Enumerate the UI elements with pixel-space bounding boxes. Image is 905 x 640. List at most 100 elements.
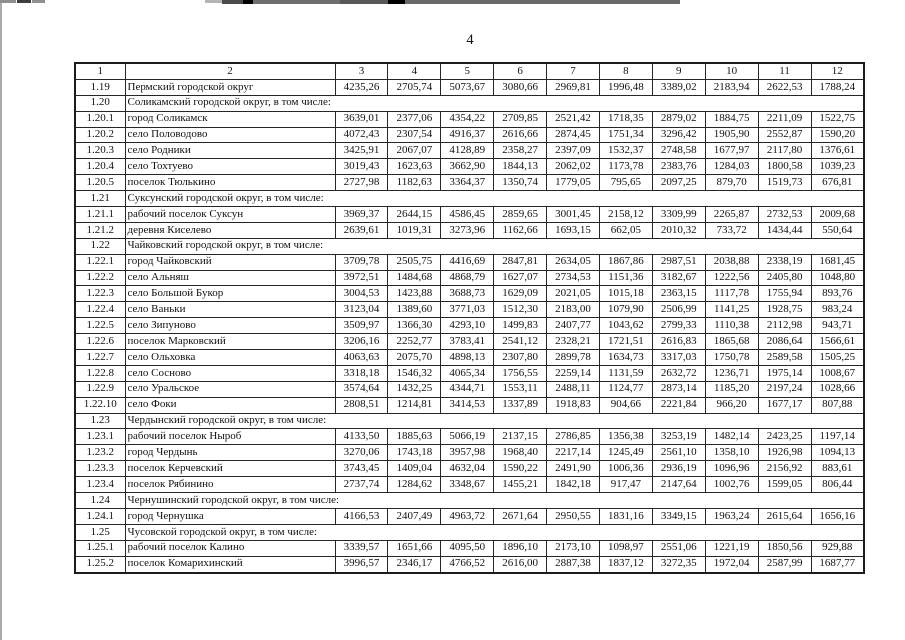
value-cell: 3206,16 (334, 333, 389, 351)
value-cell: 2252,77 (387, 333, 442, 351)
value-cell: 2887,38 (546, 555, 600, 574)
row-id-cell: 1.22.7 (74, 349, 126, 366)
value-cell: 1006,36 (598, 460, 653, 478)
value-cell: 1484,68 (387, 269, 442, 287)
value-cell: 1221,19 (704, 539, 759, 557)
value-cell: 1800,58 (757, 158, 812, 176)
value-cell: 1546,32 (387, 364, 442, 382)
value-cell: 1627,07 (493, 269, 548, 287)
value-cell: 676,81 (810, 174, 865, 192)
table-row: 1.21.1 рабочий поселок Суксун 3969,37 2644,… (74, 206, 865, 223)
column-header: 4 (387, 62, 442, 80)
row-id-cell: 1.22.1 (74, 253, 126, 271)
value-cell: 795,65 (598, 174, 653, 192)
table-row: 1.25.2 поселок Комарихинский 3996,57 2346,1… (74, 555, 865, 574)
row-id-cell: 1.24.1 (74, 507, 126, 525)
value-cell: 2644,15 (387, 206, 442, 223)
value-cell: 3080,66 (493, 78, 548, 96)
table-row: 1.20.4 село Тохтуево 3019,43 1623,63 3662,90… (74, 158, 865, 176)
value-cell: 4898,13 (440, 349, 495, 366)
value-cell: 2705,74 (387, 78, 442, 96)
table-row: 1.23.2 город Чердынь 3270,06 1743,18 3957,98… (74, 444, 865, 462)
value-cell: 1718,35 (598, 110, 653, 128)
value-cell: 1376,61 (810, 142, 865, 160)
value-cell: 3688,73 (440, 285, 495, 303)
value-cell: 2671,64 (493, 507, 548, 525)
scan-artifact-top-bar (253, 0, 340, 4)
value-cell: 1214,81 (387, 396, 442, 414)
settlement-name-cell: поселок Керчевский (124, 460, 336, 478)
column-header: 2 (124, 62, 336, 80)
table-header-row: 1 2 3 4 5 6 7 8 9 10 11 12 (74, 62, 865, 80)
value-cell: 3004,53 (334, 285, 389, 303)
value-cell: 1629,09 (493, 285, 548, 303)
row-id-cell: 1.20.3 (74, 142, 126, 160)
column-header: 7 (546, 62, 600, 80)
settlement-name-cell: поселок Марковский (124, 333, 336, 351)
settlement-name-cell: село Ваньки (124, 301, 336, 319)
value-cell: 2423,25 (757, 428, 812, 446)
value-cell: 1721,51 (598, 333, 653, 351)
group-title-cell: Чердынский городской округ, в том числе: (124, 412, 865, 430)
table-row: 1.22.6 поселок Марковский 3206,16 2252,77 37… (74, 333, 865, 351)
value-cell: 1996,48 (598, 78, 653, 96)
value-cell: 1284,03 (704, 158, 759, 176)
value-cell: 1532,37 (598, 142, 653, 160)
settlement-name-cell: поселок Рябинино (124, 476, 336, 494)
value-cell: 2488,11 (546, 380, 600, 398)
row-id-cell: 1.21.2 (74, 221, 126, 239)
value-cell: 4868,79 (440, 269, 495, 287)
row-id-cell: 1.19 (74, 78, 126, 96)
value-cell: 2137,15 (493, 428, 548, 446)
value-cell: 1337,89 (493, 396, 548, 414)
value-cell: 2587,99 (757, 555, 812, 574)
settlement-name-cell: село Родники (124, 142, 336, 160)
value-cell: 1651,66 (387, 539, 442, 557)
settlement-name-cell: рабочий поселок Калино (124, 539, 336, 557)
value-cell: 807,88 (810, 396, 865, 414)
value-cell: 4133,50 (334, 428, 389, 446)
scan-edge-line-left (0, 0, 2, 640)
value-cell: 1656,16 (810, 507, 865, 525)
value-cell: 2950,55 (546, 507, 600, 525)
column-header: 6 (493, 62, 548, 80)
value-cell: 3270,06 (334, 444, 389, 462)
value-cell: 2211,09 (757, 110, 812, 128)
value-cell: 3743,45 (334, 460, 389, 478)
group-title-cell: Чусовской городской округ, в том числе: (124, 523, 865, 541)
value-cell: 1842,18 (546, 476, 600, 494)
value-cell: 2097,25 (651, 174, 706, 192)
value-cell: 2551,06 (651, 539, 706, 557)
row-id-cell: 1.23.3 (74, 460, 126, 478)
value-cell: 943,71 (810, 317, 865, 335)
value-cell: 2615,64 (757, 507, 812, 525)
value-cell: 893,76 (810, 285, 865, 303)
value-cell: 2147,64 (651, 476, 706, 494)
value-cell: 2616,83 (651, 333, 706, 351)
value-cell: 2117,80 (757, 142, 812, 160)
value-cell: 1553,11 (493, 380, 548, 398)
value-cell: 3318,18 (334, 364, 389, 382)
value-cell: 1850,56 (757, 539, 812, 557)
value-cell: 2358,27 (493, 142, 548, 160)
value-cell: 4293,10 (440, 317, 495, 335)
row-id-cell: 1.22.2 (74, 269, 126, 287)
scan-artifact-top-bar (340, 0, 388, 4)
value-cell: 4166,53 (334, 507, 389, 525)
settlement-name-cell: поселок Тюлькино (124, 174, 336, 192)
value-cell: 1926,98 (757, 444, 812, 462)
value-cell: 2987,51 (651, 253, 706, 271)
value-cell: 3123,04 (334, 301, 389, 319)
value-cell: 2086,64 (757, 333, 812, 351)
value-cell: 3662,90 (440, 158, 495, 176)
value-cell: 1681,45 (810, 253, 865, 271)
value-cell: 1117,78 (704, 285, 759, 303)
value-cell: 1002,76 (704, 476, 759, 494)
table-row: 1.20.2 село Половодово 4072,43 2307,54 4916,… (74, 126, 865, 144)
value-cell: 3364,37 (440, 174, 495, 192)
value-cell: 1039,23 (810, 158, 865, 176)
row-id-cell: 1.23 (74, 412, 126, 430)
scan-artifact-top-bar (222, 0, 243, 4)
row-id-cell: 1.22.6 (74, 333, 126, 351)
scan-artifact-top-bar (205, 0, 223, 3)
